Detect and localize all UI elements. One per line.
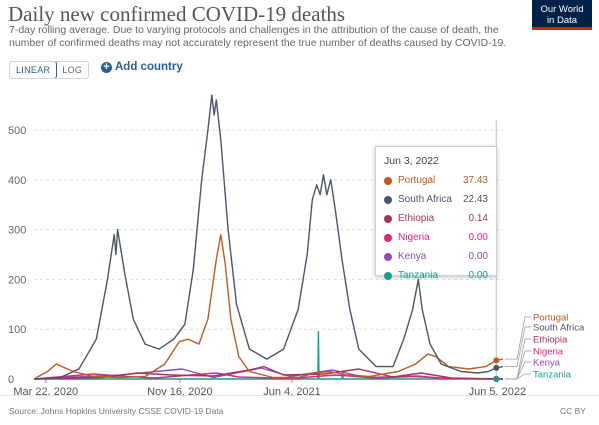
series-lines — [33, 94, 504, 380]
scale-toggle: LINEAR LOG — [9, 61, 90, 79]
legend-dot-icon — [384, 271, 392, 280]
tooltip-series-value: 37.43 — [462, 175, 488, 186]
tooltip-series-name: South Africa — [398, 194, 452, 205]
tooltip-date: Jun 3, 2022 — [384, 155, 439, 167]
tooltip-row-ethiopia: Ethiopia 0.14 — [384, 209, 488, 228]
logo-line-2: in Data — [546, 15, 578, 26]
logo-line-1: Our World — [540, 4, 584, 15]
tooltip-row-tanzania: Tanzania 0.00 — [384, 266, 488, 285]
y-tick-label: 100 — [8, 324, 26, 336]
y-tick-label: 400 — [8, 175, 26, 187]
end-label-tanzania: Tanzania — [533, 370, 572, 381]
series-line-portugal — [33, 233, 504, 380]
x-tick-label: Jun 5, 2022 — [469, 386, 527, 398]
license-link[interactable]: CC BY — [560, 406, 586, 416]
source-link[interactable]: Source: Johns Hopkins University CSSE CO… — [9, 406, 224, 416]
end-label-connector — [505, 361, 531, 380]
tooltip-series-name: Ethiopia — [398, 213, 435, 224]
tooltip-rows: Portugal 37.43 South Africa 22.43 Ethiopia 0.… — [384, 171, 488, 285]
chart-title: Daily new confirmed COVID-19 deaths — [8, 2, 346, 26]
x-tick-label: Nov 16, 2020 — [147, 386, 212, 398]
end-label-connector — [505, 316, 531, 360]
y-axis-ticks: 0 100 200 300 400 500 — [8, 125, 26, 386]
legend-dot-icon — [384, 176, 392, 185]
tooltip-series-value: 0.14 — [468, 213, 488, 224]
legend-dot-icon — [384, 214, 392, 223]
tooltip-series-name: Nigeria — [398, 232, 430, 243]
legend-dot-icon — [384, 233, 392, 242]
legend-dot-icon — [384, 252, 392, 261]
end-label-kenya: Kenya — [533, 358, 561, 369]
footer-divider — [0, 395, 599, 396]
tooltip-series-name: Kenya — [398, 251, 427, 262]
tooltip-series-value: 0.00 — [468, 251, 488, 262]
tooltip-row-portugal: Portugal 37.43 — [384, 171, 488, 190]
plus-icon: + — [101, 61, 112, 73]
legend-dot-icon — [384, 195, 392, 204]
linear-scale-button[interactable]: LINEAR — [10, 62, 58, 78]
end-label-connector — [505, 373, 531, 380]
tooltip-row-south-africa: South Africa 22.43 — [384, 190, 488, 209]
tooltip-series-value: 0.00 — [468, 232, 488, 243]
tooltip-series-name: Portugal — [398, 175, 436, 186]
y-tick-label: 500 — [8, 125, 26, 137]
x-tick-label: Jun 4, 2021 — [263, 386, 321, 398]
tooltip-row-nigeria: Nigeria 0.00 — [384, 228, 488, 247]
chart-subtitle: 7-day rolling average. Due to varying pr… — [9, 24, 507, 49]
y-tick-label: 300 — [8, 225, 26, 237]
add-country-button[interactable]: + Add country — [101, 61, 183, 73]
owid-logo[interactable]: Our World in Data — [532, 0, 592, 30]
hover-point — [493, 357, 500, 364]
x-tick-label: Mar 22, 2020 — [13, 386, 78, 398]
end-label-south-africa: South Africa — [533, 323, 585, 334]
hover-tooltip: Jun 3, 2022 Portugal 37.43 South Africa 22.… — [375, 146, 497, 281]
y-tick-label: 0 — [8, 374, 14, 386]
tooltip-series-value: 22.43 — [462, 194, 488, 205]
tooltip-series-name: Tanzania — [398, 270, 439, 281]
tooltip-row-kenya: Kenya 0.00 — [384, 247, 488, 266]
end-label-nigeria: Nigeria — [533, 347, 564, 358]
hover-point — [493, 364, 500, 371]
hover-point — [493, 376, 500, 382]
end-label-portugal: Portugal — [533, 313, 568, 324]
end-label-ethiopia: Ethiopia — [533, 335, 568, 346]
add-country-label: Add country — [115, 61, 183, 73]
tooltip-series-value: 0.00 — [468, 270, 488, 281]
series-line-south-africa — [33, 94, 504, 380]
log-scale-button[interactable]: LOG — [62, 65, 83, 75]
y-tick-label: 200 — [8, 274, 26, 286]
end-label-connector — [505, 326, 531, 367]
